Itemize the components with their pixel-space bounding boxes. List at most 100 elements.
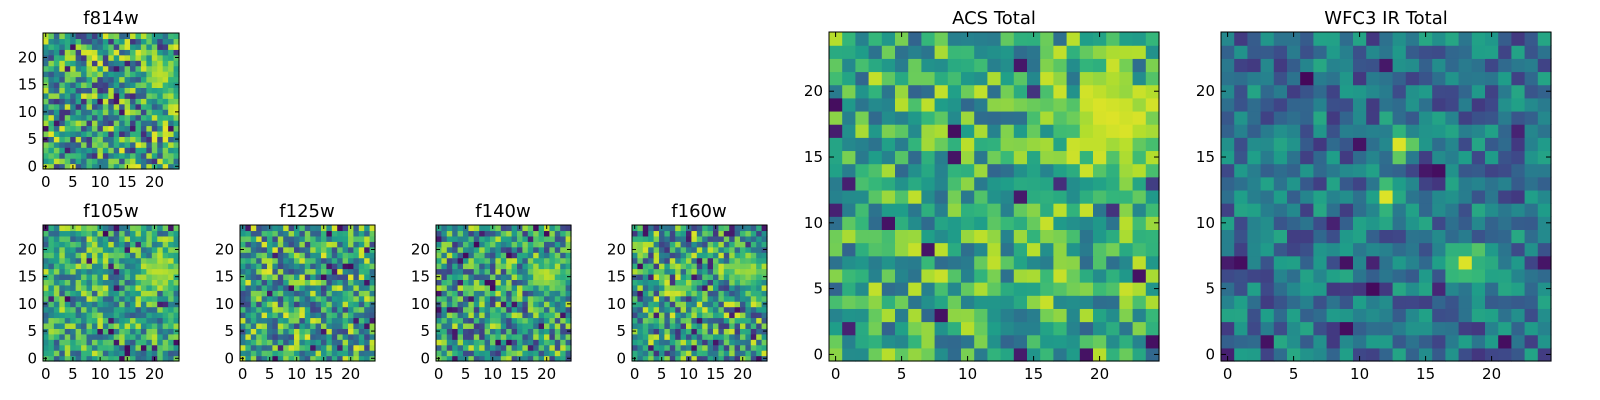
y-tick-label: 5 — [224, 322, 234, 340]
heatmap-cell — [675, 339, 682, 346]
heatmap-cell — [729, 312, 736, 319]
heatmap-cell — [750, 284, 757, 291]
heatmap-cell — [707, 273, 714, 280]
heatmap-cell — [484, 257, 491, 264]
heatmap-cell — [1366, 334, 1380, 349]
heatmap-cell — [479, 312, 486, 319]
heatmap-cell — [75, 273, 82, 280]
heatmap-cell — [718, 273, 725, 280]
heatmap-cell — [961, 347, 975, 362]
heatmap-cell — [315, 230, 322, 237]
heatmap-cell — [146, 312, 153, 319]
heatmap-cell — [70, 49, 77, 56]
heatmap-cell — [102, 322, 109, 329]
heatmap-cell — [664, 328, 671, 335]
heatmap-cell — [64, 114, 71, 121]
heatmap-cell — [168, 114, 175, 121]
heatmap-cell — [718, 328, 725, 335]
heatmap-cell — [549, 317, 556, 324]
heatmap-cell — [554, 252, 561, 259]
heatmap-cell — [457, 268, 464, 275]
heatmap-cell — [1498, 203, 1512, 217]
heatmap-cell — [353, 317, 360, 324]
heatmap-cell — [718, 225, 725, 232]
heatmap-cell — [468, 350, 475, 357]
heatmap-cell — [157, 71, 164, 78]
heatmap-cell — [522, 225, 529, 232]
heatmap-cell — [310, 301, 317, 308]
heatmap-cell — [691, 252, 698, 259]
heatmap-cell — [70, 65, 77, 72]
heatmap-cell — [326, 295, 333, 302]
heatmap-cell — [987, 242, 1002, 257]
heatmap-cell — [473, 235, 480, 242]
heatmap-cell — [48, 235, 55, 242]
heatmap-cell — [723, 230, 730, 237]
heatmap-cell — [961, 124, 975, 138]
heatmap-cell — [565, 225, 572, 232]
heatmap-cell — [1405, 110, 1420, 125]
heatmap-cell — [70, 71, 77, 78]
heatmap-cell — [756, 246, 763, 253]
heatmap-cell — [1145, 242, 1160, 257]
heatmap-cell — [457, 263, 464, 270]
heatmap-cell — [1524, 334, 1539, 349]
heatmap-cell — [1066, 71, 1081, 86]
heatmap-cell — [53, 114, 60, 121]
heatmap-cell — [272, 328, 279, 335]
panel-title: f140w — [475, 201, 530, 222]
heatmap-cell — [1079, 229, 1094, 244]
heatmap-cell — [463, 322, 469, 329]
heatmap-cell — [294, 328, 300, 335]
heatmap-cell — [511, 225, 518, 232]
heatmap-cell — [310, 350, 317, 357]
heatmap-cell — [675, 290, 682, 297]
heatmap-cell — [506, 317, 513, 324]
heatmap-cell — [81, 235, 88, 242]
heatmap-cell — [1339, 58, 1354, 73]
heatmap-cell — [961, 45, 975, 59]
heatmap-cell — [533, 268, 540, 275]
heatmap-cell — [135, 33, 142, 40]
heatmap-cell — [43, 38, 50, 45]
heatmap-cell — [1027, 124, 1041, 138]
heatmap-cell — [538, 263, 545, 270]
heatmap-cell — [1093, 32, 1107, 46]
heatmap-cell — [446, 306, 453, 313]
heatmap-cell — [1145, 176, 1160, 191]
heatmap-cell — [135, 65, 142, 72]
heatmap-cell — [713, 235, 719, 242]
heatmap-cell — [881, 58, 896, 73]
heatmap-cell — [1511, 308, 1526, 323]
heatmap-cell — [342, 350, 349, 357]
heatmap-cell — [151, 344, 158, 351]
heatmap-cell — [696, 225, 703, 232]
heatmap-cell — [140, 38, 147, 45]
heatmap-cell — [565, 252, 572, 259]
heatmap-cell — [48, 252, 55, 259]
heatmap-cell — [173, 65, 180, 72]
heatmap-cell — [64, 306, 71, 313]
heatmap-cell — [484, 295, 491, 302]
heatmap-cell — [119, 235, 126, 242]
heatmap-cell — [1027, 32, 1041, 46]
heatmap-cell — [669, 328, 676, 335]
heatmap-cell — [1379, 268, 1394, 283]
heatmap-cell — [881, 110, 896, 125]
heatmap-cell — [696, 246, 703, 253]
heatmap-cell — [868, 268, 883, 283]
heatmap-cell — [173, 152, 180, 159]
heatmap-cell — [987, 163, 1002, 178]
heatmap-cell — [740, 333, 746, 340]
heatmap-cell — [441, 241, 448, 248]
heatmap-cell — [659, 312, 665, 319]
heatmap-cell — [495, 317, 502, 324]
heatmap-cell — [479, 322, 486, 329]
heatmap-cell — [157, 328, 164, 335]
heatmap-cell — [756, 333, 763, 340]
heatmap-cell — [86, 158, 93, 165]
heatmap-cell — [707, 230, 714, 237]
heatmap-cell — [53, 87, 60, 94]
heatmap-cell — [168, 87, 175, 94]
